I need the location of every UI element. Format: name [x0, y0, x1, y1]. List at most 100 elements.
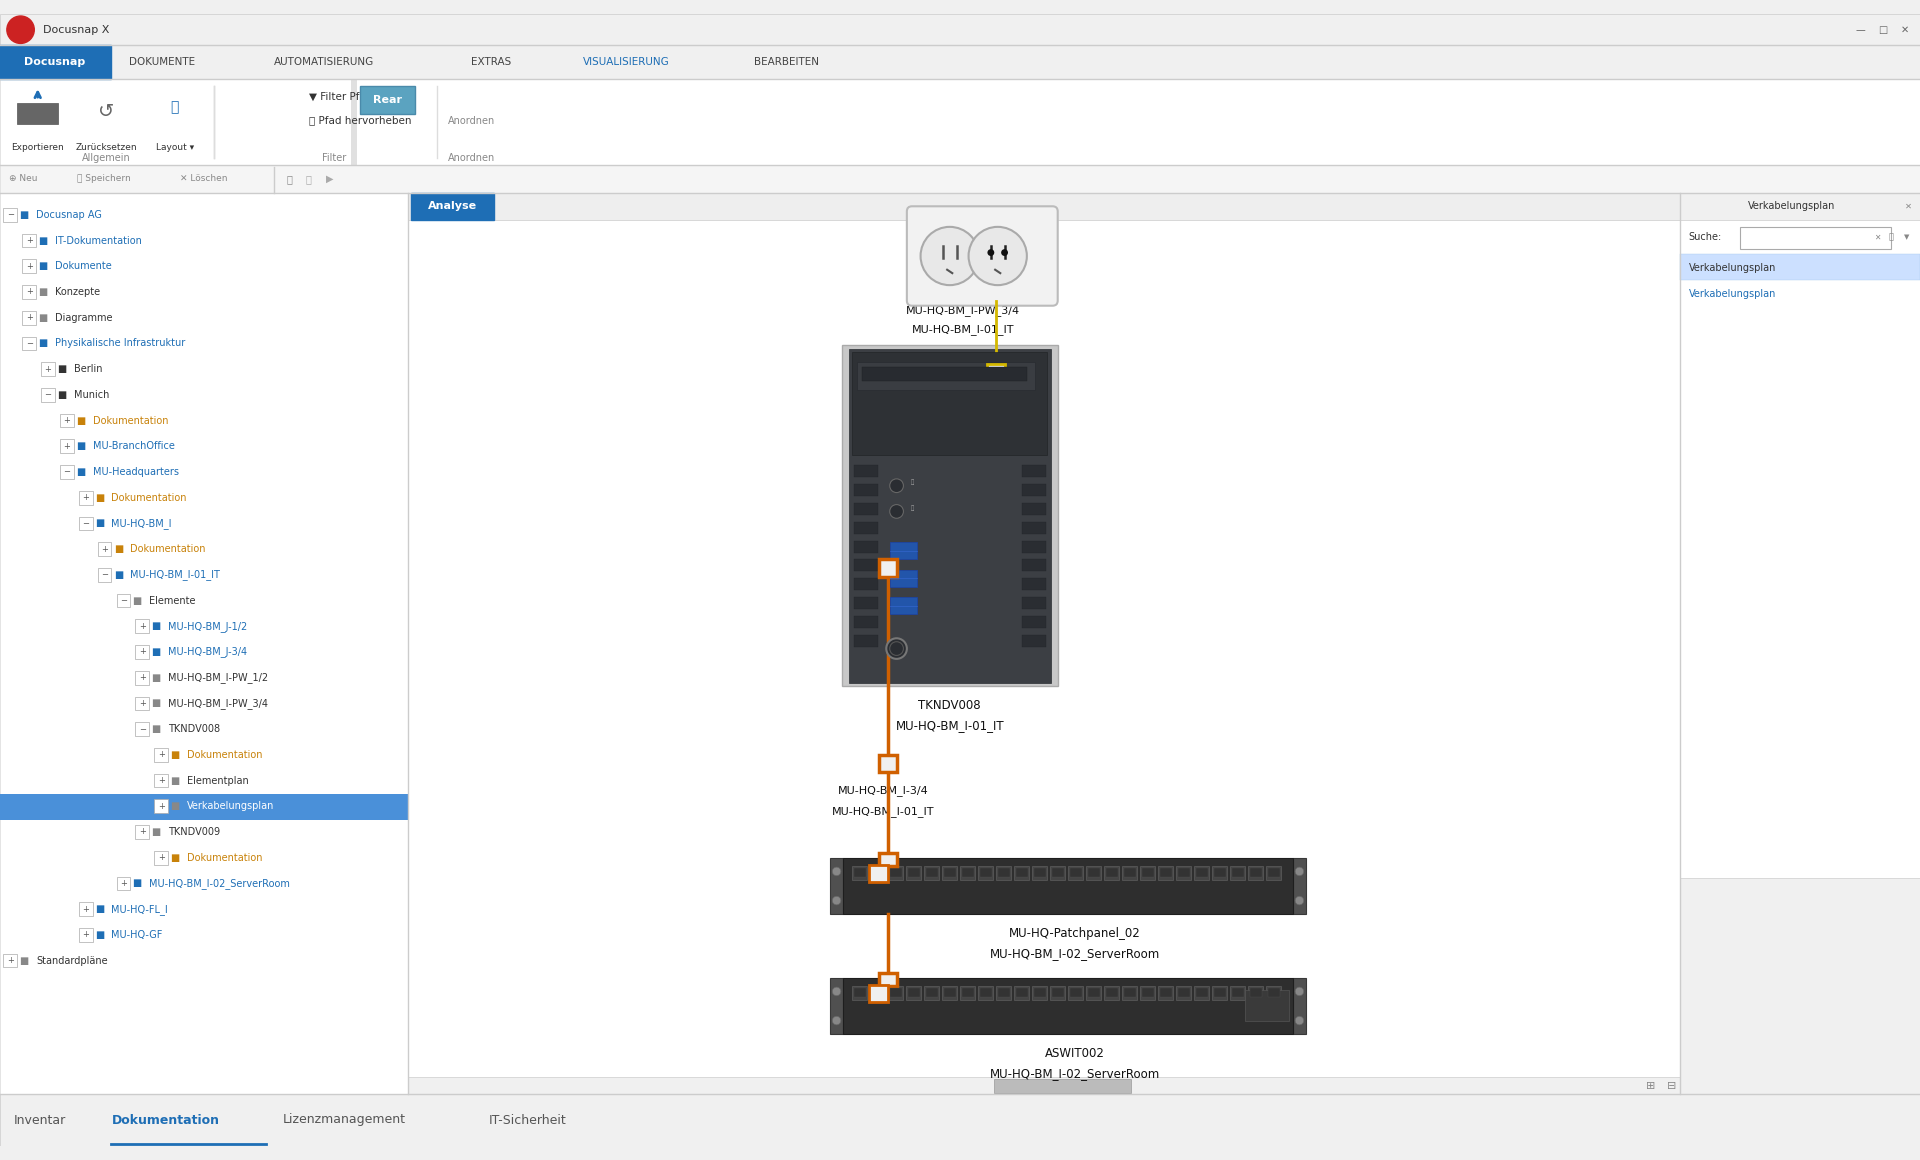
Text: Berlin: Berlin: [73, 364, 102, 375]
Bar: [843, 857, 1292, 914]
Bar: [1175, 986, 1192, 1000]
Bar: [1021, 541, 1046, 552]
Text: −: −: [44, 391, 52, 399]
Text: ■: ■: [171, 802, 179, 811]
Text: Docusnap AG: Docusnap AG: [36, 210, 102, 220]
Bar: [154, 850, 169, 864]
Bar: [987, 364, 1004, 379]
Bar: [996, 986, 1012, 1000]
Text: Dokumentation: Dokumentation: [111, 1114, 219, 1126]
Text: +: +: [8, 956, 13, 965]
Text: ▶: ▶: [326, 174, 334, 183]
Bar: [1175, 867, 1192, 880]
Text: ■: ■: [152, 698, 161, 709]
Circle shape: [1296, 987, 1304, 995]
Bar: [1021, 465, 1046, 477]
Text: +: +: [25, 262, 33, 270]
Text: +: +: [83, 930, 88, 940]
Bar: [1194, 986, 1210, 1000]
Text: +: +: [102, 545, 108, 553]
Text: ⬛: ⬛: [305, 174, 311, 183]
Text: +: +: [138, 622, 146, 631]
Text: ■: ■: [38, 313, 48, 322]
Text: ■: ■: [152, 827, 161, 838]
Bar: [854, 597, 877, 609]
Bar: [852, 461, 1048, 680]
Circle shape: [831, 987, 841, 995]
Bar: [136, 645, 150, 659]
Bar: [1104, 867, 1119, 880]
Bar: [1231, 986, 1246, 1000]
Text: ■: ■: [152, 622, 161, 631]
Bar: [136, 619, 150, 633]
Bar: [23, 233, 36, 247]
Bar: [117, 877, 131, 890]
Bar: [1680, 193, 1920, 220]
Bar: [1106, 868, 1117, 877]
Bar: [1021, 522, 1046, 534]
Text: TKNDV009: TKNDV009: [169, 827, 221, 838]
Bar: [1123, 868, 1137, 877]
Bar: [1160, 868, 1171, 877]
Text: ■: ■: [94, 493, 104, 502]
Text: ■: ■: [77, 415, 84, 426]
Bar: [854, 988, 866, 996]
Bar: [887, 986, 904, 1000]
Text: Docusnap: Docusnap: [25, 57, 86, 67]
Circle shape: [8, 16, 35, 43]
Bar: [1212, 867, 1227, 880]
Bar: [17, 103, 58, 124]
Text: 💾 Speichern: 💾 Speichern: [77, 174, 131, 183]
Text: ■: ■: [152, 673, 161, 683]
Text: TKNDV008: TKNDV008: [169, 724, 221, 734]
Bar: [1194, 867, 1210, 880]
Bar: [23, 285, 36, 299]
Bar: [1213, 868, 1225, 877]
Bar: [98, 568, 111, 581]
Text: MU-HQ-BM_I-PW_3/4: MU-HQ-BM_I-PW_3/4: [906, 305, 1021, 317]
Circle shape: [987, 249, 995, 256]
Bar: [854, 579, 877, 590]
Bar: [1089, 988, 1100, 996]
Bar: [79, 928, 92, 942]
Bar: [870, 867, 885, 880]
Bar: [872, 868, 883, 877]
Text: MU-HQ-BM_I-01_IT: MU-HQ-BM_I-01_IT: [131, 570, 221, 580]
Bar: [1089, 868, 1100, 877]
Bar: [154, 748, 169, 762]
Text: ■: ■: [152, 724, 161, 734]
Text: Dokumente: Dokumente: [56, 261, 111, 271]
Circle shape: [1296, 1016, 1304, 1024]
Text: −: −: [8, 210, 13, 219]
Bar: [962, 868, 973, 877]
Bar: [979, 988, 993, 996]
Bar: [411, 193, 493, 220]
Bar: [1142, 868, 1154, 877]
Text: ASWIT002: ASWIT002: [1044, 1046, 1104, 1059]
Bar: [889, 570, 918, 587]
Bar: [889, 542, 918, 559]
Bar: [407, 193, 1920, 220]
Text: 🔍: 🔍: [286, 174, 292, 183]
Bar: [1087, 986, 1102, 1000]
Text: Dokumentation: Dokumentation: [92, 415, 169, 426]
Bar: [841, 346, 1058, 687]
Bar: [1052, 868, 1064, 877]
Bar: [852, 351, 1048, 455]
Circle shape: [968, 227, 1027, 285]
Bar: [829, 978, 843, 1035]
Text: Anordnen: Anordnen: [447, 153, 495, 164]
Bar: [1104, 986, 1119, 1000]
Text: ✕ Löschen: ✕ Löschen: [180, 174, 227, 183]
Text: ■: ■: [113, 544, 123, 554]
Text: 🔍: 🔍: [1889, 233, 1893, 241]
Bar: [843, 978, 1292, 1035]
Bar: [60, 465, 73, 479]
Bar: [854, 484, 877, 496]
Bar: [854, 559, 877, 572]
Bar: [0, 14, 1920, 45]
Text: DOKUMENTE: DOKUMENTE: [129, 57, 194, 67]
Text: ■: ■: [113, 570, 123, 580]
Bar: [0, 795, 407, 820]
Bar: [1265, 867, 1281, 880]
